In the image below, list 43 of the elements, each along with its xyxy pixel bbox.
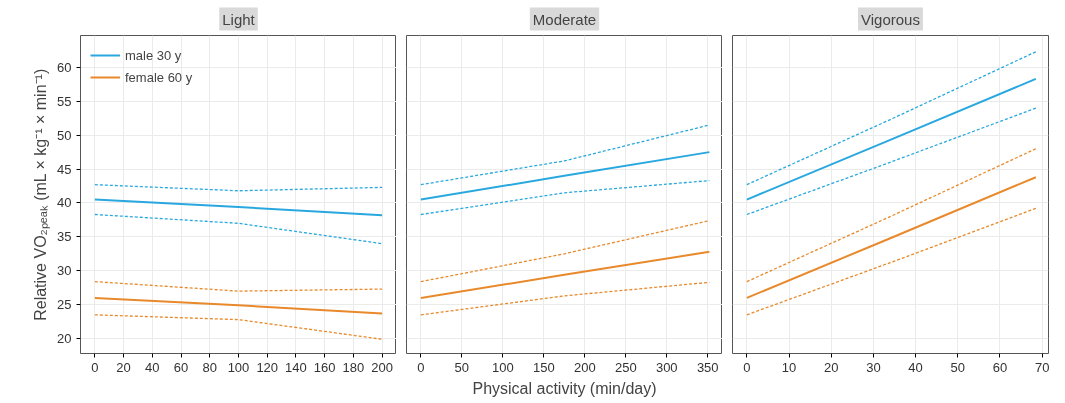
x-tick-label: 20 [116,359,131,375]
x-tick-label: 0 [417,359,425,375]
y-tick-label: 60 [57,59,72,75]
x-tick-label: 250 [614,359,637,375]
x-tick-label: 140 [285,359,307,375]
y-tick-label: 25 [57,297,72,313]
x-tick-label: 120 [256,359,279,375]
x-tick-label: 200 [371,359,393,375]
y-tick-label: 45 [57,161,72,177]
x-tick-label: 150 [532,359,555,375]
x-tick-label: 30 [866,359,881,375]
legend-label: female 60 y [125,69,193,85]
x-tick-label: 80 [202,359,218,375]
x-tick-label: 60 [173,359,189,375]
x-tick-label: 70 [1034,359,1050,375]
x-axis-title: Physical activity (min/day) [472,379,657,397]
x-tick-label: 160 [313,359,336,375]
x-tick-label: 60 [992,359,1008,375]
x-tick-label: 40 [145,359,160,375]
x-tick-label: 100 [227,359,250,375]
x-tick-label: 40 [908,359,923,375]
x-tick-label: 50 [950,359,966,375]
x-tick-label: 0 [91,359,99,375]
x-tick-label: 180 [342,359,365,375]
y-tick-label: 20 [57,331,72,347]
y-tick-label: 50 [57,127,72,143]
x-tick-label: 350 [696,359,719,375]
chart-title: Moderate [532,10,597,28]
x-tick-label: 20 [823,359,839,375]
x-tick-label: 300 [655,359,678,375]
y-tick-label: 30 [57,263,72,279]
legend-label: male 30 y [125,47,182,63]
x-tick-label: 0 [743,359,751,375]
y-axis-title: Relative VO₂ₚₑₐₖ (mL × kg⁻¹ × min⁻¹) [32,68,51,321]
chart-title: Light [222,10,256,28]
y-tick-label: 35 [57,229,72,245]
y-tick-label: 40 [57,195,72,211]
x-tick-label: 10 [781,359,797,375]
x-tick-label: 100 [491,359,514,375]
x-tick-label: 200 [573,359,596,375]
chart-title: Vigorous [861,10,920,28]
x-tick-label: 50 [454,359,470,375]
y-tick-label: 55 [57,93,72,109]
